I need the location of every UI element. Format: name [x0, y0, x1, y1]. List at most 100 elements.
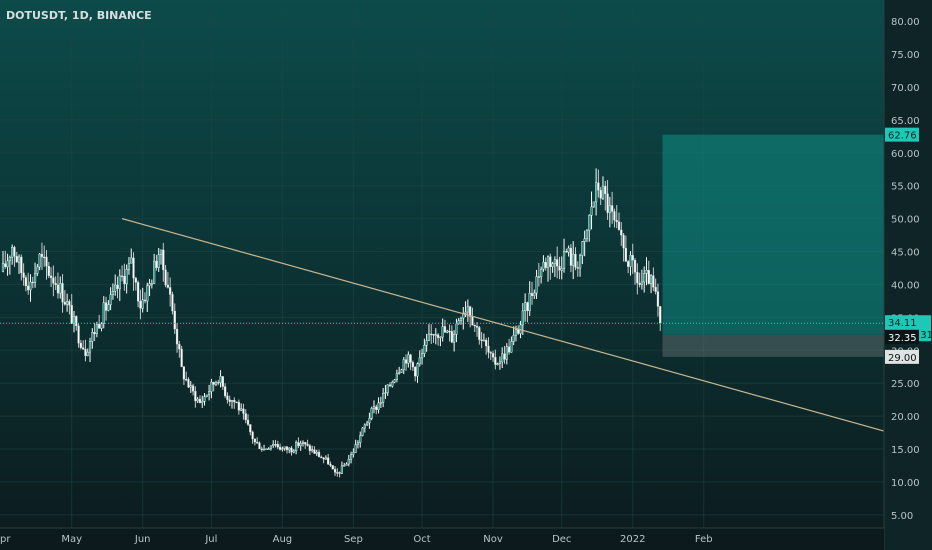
candle-body	[269, 445, 273, 449]
candle-body	[148, 283, 151, 287]
candle-body	[118, 275, 121, 289]
stop-price-tag: 29.00	[888, 353, 917, 364]
candle-body	[146, 285, 149, 302]
candle-body	[567, 247, 570, 253]
stop-price-tag-bg	[885, 349, 919, 364]
candle-body	[425, 340, 428, 346]
candle-body	[649, 275, 653, 284]
candle-body	[480, 339, 483, 342]
candle-body	[521, 310, 524, 326]
candle-body	[221, 376, 224, 387]
candle-body	[162, 249, 165, 271]
candle-body	[276, 444, 279, 448]
candle-body	[432, 333, 435, 336]
candle-body	[590, 206, 593, 216]
candle-body	[576, 267, 579, 269]
candle-body	[643, 273, 646, 283]
candle-body	[100, 323, 103, 329]
candle-body	[382, 393, 385, 403]
candle-body	[251, 431, 254, 440]
candle-body	[475, 325, 479, 328]
candle-body	[503, 353, 506, 360]
candle-body	[617, 221, 621, 231]
candle-body	[88, 341, 92, 353]
candle-body	[201, 401, 204, 404]
candle-body	[414, 366, 417, 377]
candle-body	[647, 270, 650, 284]
candle-body	[322, 457, 325, 460]
candle-body	[95, 323, 98, 335]
candle-body	[501, 353, 504, 363]
candle-body	[420, 353, 424, 359]
candle-body	[526, 302, 529, 311]
candle-body	[313, 449, 316, 454]
candle-body	[398, 372, 401, 374]
candle-body	[249, 424, 252, 433]
candle-body	[265, 448, 268, 450]
y-tick-label: 45.00	[891, 248, 920, 259]
candle-body	[49, 275, 53, 278]
candle-body	[164, 269, 167, 286]
candle-body	[551, 263, 554, 267]
candle-body	[86, 351, 89, 356]
candle-body	[517, 329, 520, 334]
candle-body	[262, 448, 266, 451]
y-tick-label: 75.00	[891, 50, 920, 61]
candle-body	[343, 465, 346, 467]
candle-body	[370, 408, 373, 419]
candle-body	[224, 386, 227, 397]
candle-body	[375, 406, 378, 410]
candle-body	[395, 373, 398, 380]
y-tick-label: 60.00	[891, 149, 920, 160]
candle-body	[175, 328, 179, 345]
candle-body	[498, 361, 502, 364]
candle-body	[212, 381, 215, 385]
candle-body	[473, 324, 476, 327]
candle-body	[482, 339, 485, 342]
x-tick-label: Feb	[695, 534, 713, 545]
trendline[interactable]	[121, 218, 932, 471]
candle-body	[98, 323, 101, 329]
candle-body	[560, 268, 563, 271]
y-tick-label: 20.00	[891, 412, 920, 423]
candle-body	[253, 438, 256, 443]
candle-body	[363, 424, 366, 429]
candle-body	[595, 182, 598, 203]
candle-body	[327, 457, 330, 465]
candle-body	[166, 284, 169, 288]
candle-body	[507, 346, 511, 353]
candle-body	[47, 265, 50, 276]
candle-body	[485, 339, 488, 347]
candle-body	[324, 457, 327, 460]
candle-body	[338, 472, 341, 474]
candle-body	[366, 422, 369, 426]
target-price-tag-bg	[885, 127, 919, 142]
candle-body	[489, 352, 492, 354]
y-axis-panel	[884, 0, 932, 550]
trendline-segment[interactable]	[121, 218, 932, 471]
candle-body	[407, 354, 410, 364]
candle-body	[102, 302, 105, 324]
candle-body	[295, 442, 298, 452]
candle-body	[411, 362, 415, 368]
candle-body	[288, 447, 291, 451]
candle-body	[61, 283, 64, 303]
candle-body	[347, 459, 350, 465]
candle-body	[409, 354, 412, 363]
candle-body	[178, 343, 181, 350]
candle-body	[207, 391, 211, 396]
candle-body	[556, 259, 559, 267]
candle-body	[379, 402, 382, 404]
candle-body	[581, 241, 584, 256]
candle-body	[544, 261, 547, 268]
chart-title: DOTUSDT, 1D, BINANCE	[6, 9, 152, 22]
candle-body	[194, 391, 197, 402]
candle-body	[434, 334, 437, 336]
candle-body	[157, 254, 160, 268]
candle-body	[633, 260, 637, 273]
candle-body	[418, 357, 421, 364]
candle-body	[114, 284, 117, 292]
candle-body	[116, 284, 119, 289]
